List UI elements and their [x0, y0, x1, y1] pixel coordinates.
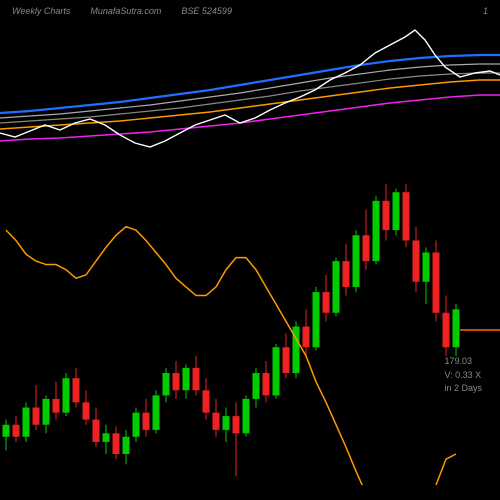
candle-body — [213, 413, 220, 430]
chart-header: Weekly Charts MunafaSutra.com BSE 524599… — [12, 6, 488, 16]
candle-body — [183, 368, 190, 390]
indicator-svg — [0, 25, 500, 160]
candle-body — [243, 399, 250, 433]
candle-body — [263, 373, 270, 395]
candle-body — [123, 437, 130, 454]
candle-body — [163, 373, 170, 395]
candle-body — [393, 192, 400, 230]
candle-body — [143, 413, 150, 430]
chart-title: Weekly Charts — [12, 6, 70, 16]
candle-body — [323, 292, 330, 313]
page-number: 1 — [483, 6, 488, 16]
candle-body — [273, 347, 280, 395]
candle-body — [33, 408, 40, 425]
indicator-line-gray1 — [0, 64, 500, 118]
candle-body — [223, 416, 230, 430]
candle-body — [53, 399, 60, 413]
candle-body — [43, 399, 50, 425]
info-volume: V: 0.33 X — [444, 369, 482, 383]
chart-container: Weekly Charts MunafaSutra.com BSE 524599… — [0, 0, 500, 500]
ticker-symbol: BSE 524599 — [181, 6, 232, 16]
candle-body — [383, 201, 390, 230]
info-time: in 2 Days — [444, 382, 482, 396]
candle-body — [453, 309, 460, 347]
candle-body — [133, 413, 140, 437]
candle-body — [283, 347, 290, 373]
indicator-panel — [0, 25, 500, 160]
candle-body — [3, 425, 10, 437]
candle-body — [83, 402, 90, 419]
price-panel — [0, 175, 500, 485]
candle-body — [233, 416, 240, 433]
candle-body — [203, 390, 210, 412]
candle-body — [363, 235, 370, 261]
candle-body — [153, 395, 160, 429]
candle-body — [373, 201, 380, 261]
candle-body — [253, 373, 260, 399]
candle-body — [333, 261, 340, 313]
info-price: 179.03 — [444, 355, 482, 369]
candle-body — [73, 378, 80, 402]
candle-body — [353, 235, 360, 287]
price-svg — [0, 175, 500, 485]
candle-body — [193, 368, 200, 390]
candle-body — [63, 378, 70, 412]
candle-body — [103, 433, 110, 442]
candle-body — [343, 261, 350, 287]
candle-body — [23, 408, 30, 437]
candle-body — [93, 420, 100, 442]
indicator-line-white — [0, 30, 500, 147]
indicator-line-gray2 — [0, 73, 500, 123]
candle-body — [423, 253, 430, 282]
candle-body — [173, 373, 180, 390]
candle-body — [413, 240, 420, 281]
info-box: 179.03 V: 0.33 X in 2 Days — [444, 355, 482, 396]
candle-body — [303, 327, 310, 348]
candle-body — [113, 433, 120, 454]
candle-body — [443, 313, 450, 347]
site-name: MunafaSutra.com — [90, 6, 161, 16]
candle-body — [433, 253, 440, 313]
candle-body — [313, 292, 320, 347]
candle-body — [13, 425, 20, 437]
moving-average-line — [6, 227, 456, 485]
candle-body — [403, 192, 410, 240]
